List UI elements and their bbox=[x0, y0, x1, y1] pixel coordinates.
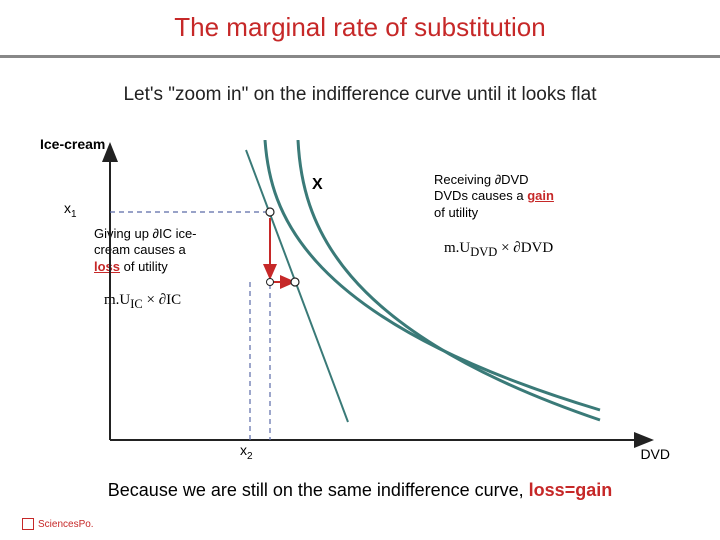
loss-gain: loss=gain bbox=[529, 480, 613, 500]
chart-svg bbox=[40, 140, 680, 460]
chart-area: Ice-cream DVD x1 x2 X Giving up ∂IC ice-… bbox=[40, 140, 680, 460]
bottom-conclusion: Because we are still on the same indiffe… bbox=[0, 480, 720, 501]
subtitle: Let's "zoom in" on the indifference curv… bbox=[0, 84, 720, 106]
logo: SciencesPo. bbox=[22, 518, 94, 530]
page-title: The marginal rate of substitution bbox=[174, 12, 545, 43]
logo-icon bbox=[22, 518, 34, 530]
